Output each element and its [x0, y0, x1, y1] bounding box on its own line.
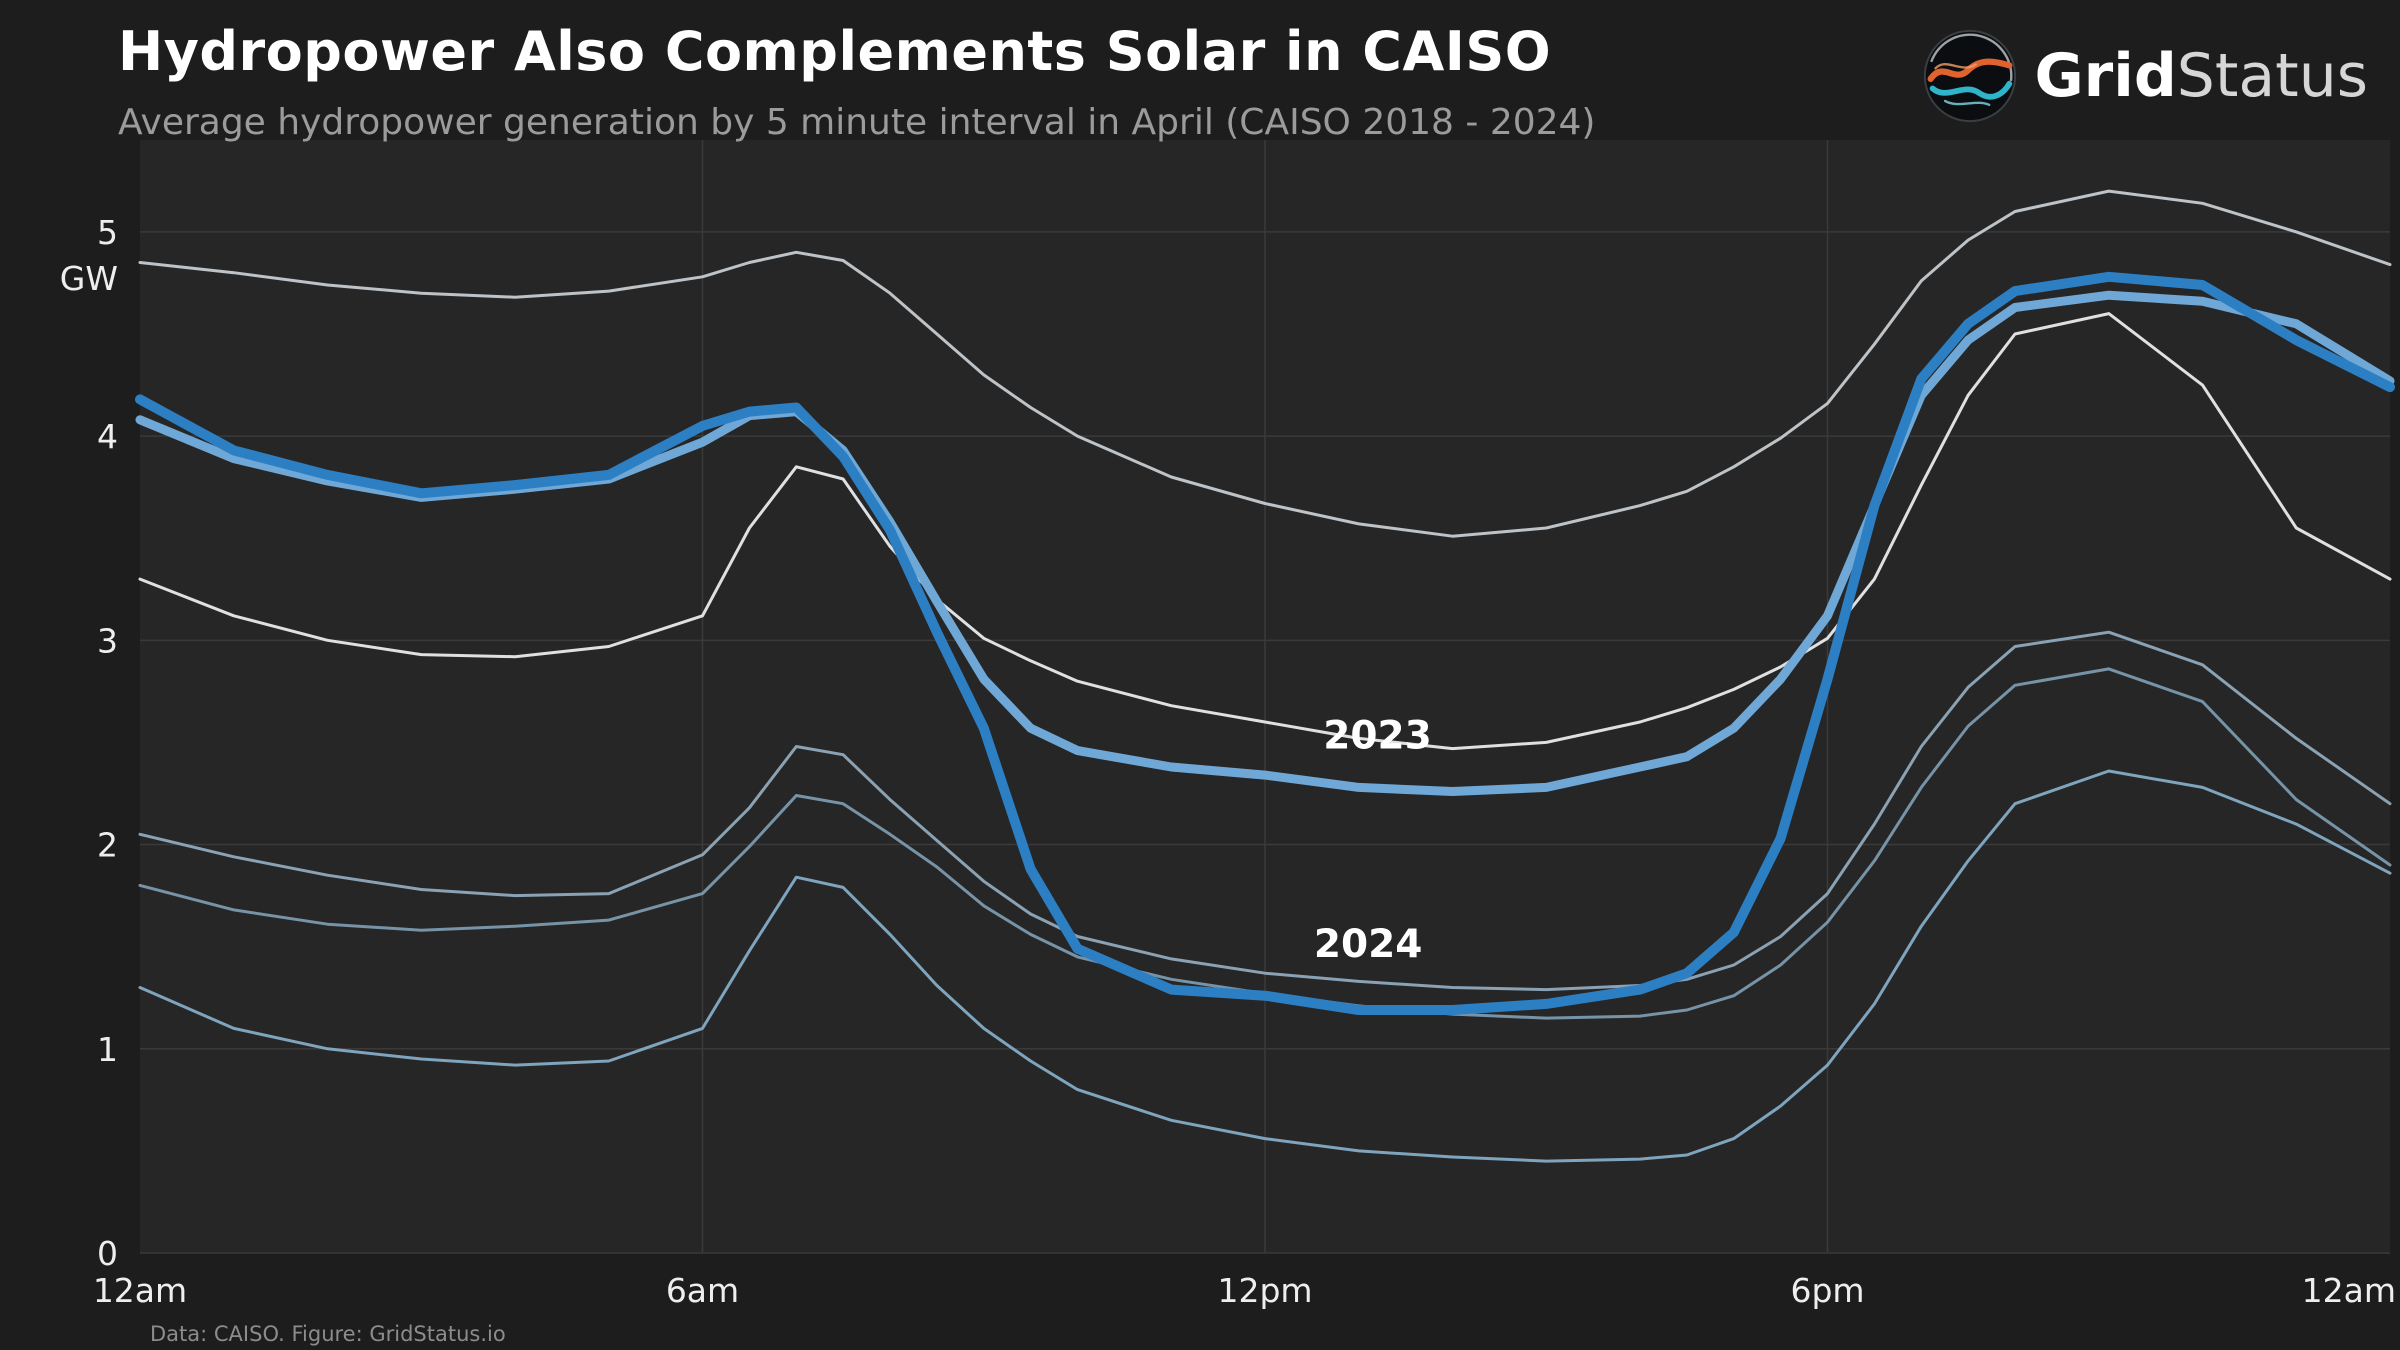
annotation-2023: 2023	[1323, 714, 1432, 759]
x-axis-tick-label: 12am	[93, 1271, 187, 1310]
x-axis-tick-label: 12pm	[1217, 1271, 1312, 1310]
y-axis-tick-label: 4	[97, 417, 118, 456]
series-line-2024	[135, 271, 2395, 1015]
series-line-2023	[135, 290, 2395, 796]
data-source-credit: Data: CAISO. Figure: GridStatus.io	[150, 1322, 506, 1346]
x-axis-tick-label: 6am	[666, 1271, 739, 1310]
y-axis-tick-label: 3	[97, 621, 118, 660]
y-axis-tick-label: 5	[97, 213, 118, 252]
y-axis-unit-label: GW	[60, 259, 118, 298]
gridstatus-logo-icon	[1924, 29, 2017, 123]
series-line-2018	[138, 312, 2392, 751]
y-axis-tick-label: 0	[97, 1234, 118, 1273]
annotation-2024: 2024	[1314, 922, 1423, 967]
x-axis-tick-label: 12am	[2302, 1271, 2396, 1310]
logo-text-bold: Grid	[2034, 41, 2177, 111]
gridstatus-brand: GridStatus	[1922, 28, 2368, 124]
y-axis-tick-label: 2	[97, 826, 118, 865]
series-line-2019	[138, 189, 2392, 538]
series-line-2020	[138, 630, 2392, 992]
series-line-2021	[138, 769, 2392, 1163]
y-axis-tick-label: 1	[97, 1030, 118, 1069]
logo-text-light: Status	[2176, 41, 2368, 111]
gridstatus-logo-text: GridStatus	[2034, 28, 2368, 124]
page-title: Hydropower Also Complements Solar in CAI…	[118, 20, 1552, 83]
x-axis-tick-label: 6pm	[1790, 1271, 1864, 1310]
page-subtitle: Average hydropower generation by 5 minut…	[118, 102, 1596, 143]
